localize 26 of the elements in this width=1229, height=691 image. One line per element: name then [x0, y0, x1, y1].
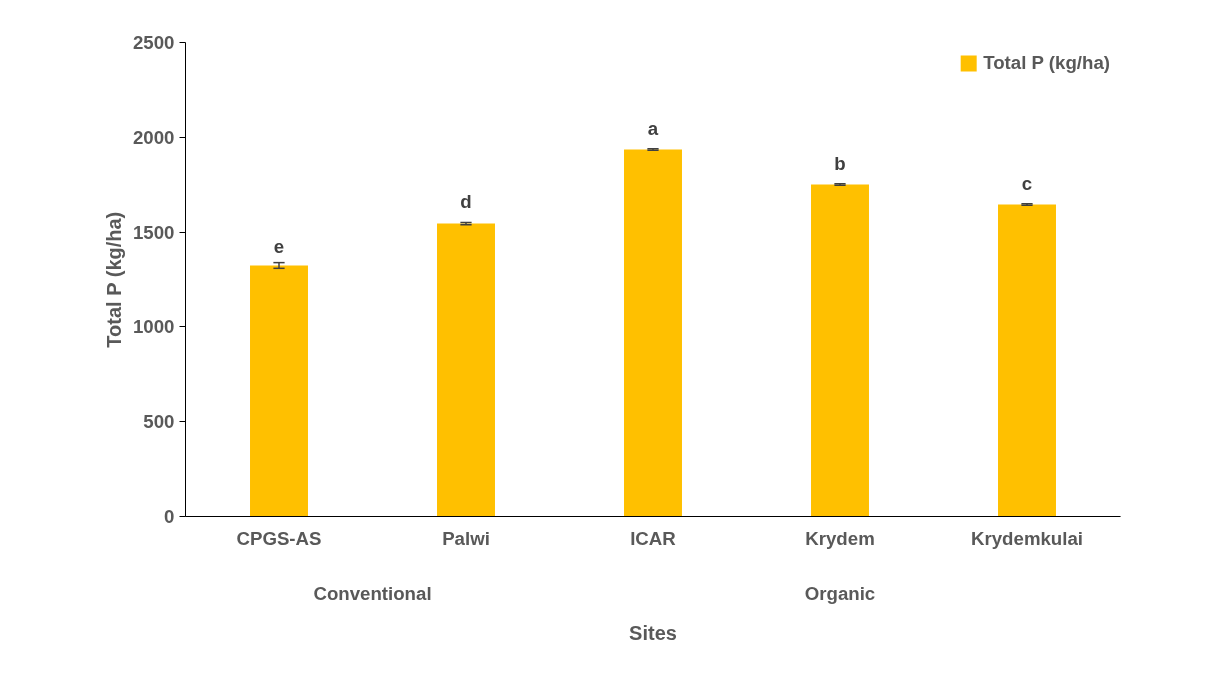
bar	[437, 223, 495, 517]
bar	[998, 204, 1056, 517]
annotation: e	[273, 235, 285, 257]
bar	[624, 149, 682, 517]
x-tick-label: Krydemkulai	[971, 527, 1083, 549]
y-tick-label: 2500	[133, 32, 175, 53]
annotation: a	[647, 117, 659, 139]
x-tick-label: Palwi	[442, 527, 490, 549]
annotation: d	[460, 191, 472, 213]
x-tick-label: CPGS-AS	[236, 527, 322, 549]
annotation: b	[834, 152, 846, 174]
y-axis-title: Total P (kg/ha)	[103, 211, 125, 348]
annotation: c	[1021, 172, 1033, 194]
legend-label: Total P (kg/ha)	[983, 52, 1110, 74]
y-tick-label: 0	[164, 506, 175, 527]
x-tick-label: Krydem	[805, 527, 875, 549]
y-tick-label: 2000	[133, 126, 175, 148]
bar	[250, 265, 308, 517]
text: Organic	[804, 582, 876, 604]
y-tick-label: 1500	[133, 221, 175, 243]
text: Conventional	[313, 582, 432, 604]
y-tick-label: 1000	[133, 316, 175, 338]
y-tick-label: 500	[143, 411, 175, 433]
x-axis-title: Sites	[629, 621, 677, 644]
x-tick-label: ICAR	[630, 527, 677, 549]
bar	[811, 184, 869, 517]
